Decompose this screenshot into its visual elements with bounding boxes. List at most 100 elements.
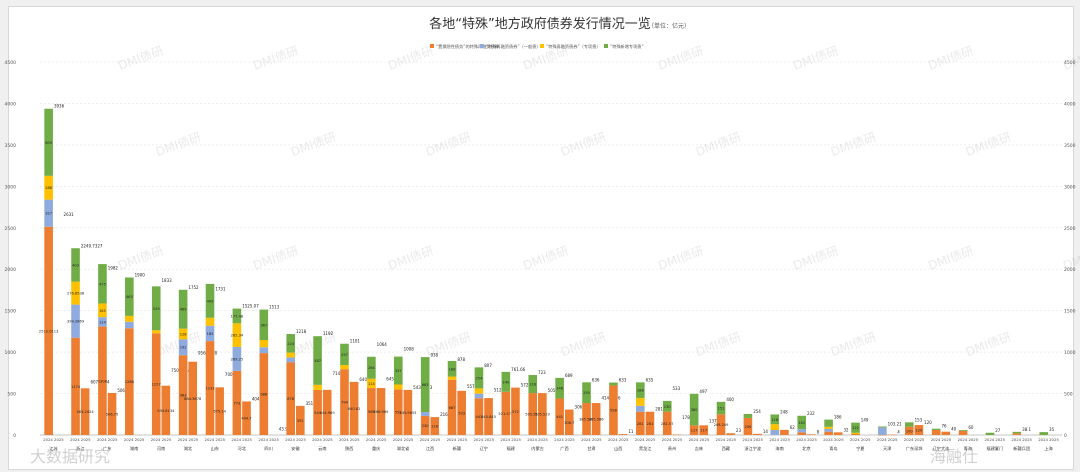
bar-2024-segment [367, 378, 376, 389]
bar-2025-segment [564, 409, 574, 435]
total-label-2024: 103.21 [888, 421, 902, 426]
x-sub-label: 2024 2025 [178, 437, 199, 442]
legend-swatch [604, 44, 608, 48]
segment-label: 988 [260, 393, 268, 397]
total-label-2025: 4 [897, 430, 900, 435]
x-sub-label: 2024 2025 [231, 437, 252, 442]
bar-2024-segment [420, 415, 430, 435]
bar-2024-segment [259, 347, 269, 354]
x-category-label: 安徽 [291, 445, 300, 452]
segment-label: 185 [207, 332, 214, 336]
x-sub-label: 2024 2025 [716, 437, 737, 442]
watermark-text: DMI债研 [656, 244, 705, 273]
x-sub-label: 2024 2025 [796, 437, 817, 442]
y-tick-left: 1500 [5, 309, 17, 315]
total-label-2024: 807 [484, 363, 492, 368]
bar-2025-segment [807, 434, 816, 435]
total-label-2025: 281 [655, 407, 663, 412]
segment-label: 128 [180, 332, 188, 336]
x-category-label: 新疆 [453, 445, 461, 452]
x-sub-label: 2024 2025 [70, 437, 91, 442]
segment-label: 505.519 [525, 413, 541, 417]
segment-label: 667 [449, 406, 456, 410]
bar-2024-segment [636, 405, 645, 412]
bar-2024-segment [286, 357, 295, 363]
watermark-text: DMI债研 [251, 44, 300, 73]
segment-label: 281.57 [661, 422, 674, 426]
y-tick-right: 4500 [1064, 60, 1076, 66]
segment-label: 240 [502, 380, 510, 384]
segment-label: 100 [906, 429, 914, 433]
watermark-text: DMI债研 [829, 330, 878, 359]
bar-2024-segment [636, 397, 645, 406]
total-label-2024: 254 [753, 409, 761, 414]
bar-2024-segment [474, 388, 484, 394]
bar-2024-segment [393, 356, 403, 385]
y-tick-left: 4500 [5, 60, 17, 66]
segment-label: 409 [207, 299, 215, 303]
bar-2024-segment [125, 321, 134, 329]
bar-2024-segment [689, 425, 699, 435]
total-label-2024: 1982 [108, 266, 119, 271]
bar-2024-segment [125, 315, 134, 322]
total-label-2025: 506.75 [117, 388, 131, 393]
x-category-label: 湖南 [130, 445, 138, 452]
y-tick-right: 3000 [1064, 184, 1076, 190]
watermark-text: DMI债研 [1061, 44, 1080, 73]
bar-2025-segment [484, 398, 493, 435]
x-sub-label: 2024 2025 [877, 437, 898, 442]
bar-2025-segment [699, 425, 709, 435]
segment-label: 281 [647, 422, 654, 426]
total-label-2024: 2249.7327 [81, 244, 103, 249]
watermark-text: DMI债研 [791, 244, 840, 273]
x-category-label: 云南 [318, 445, 326, 452]
total-label-2024: 723 [538, 370, 546, 375]
total-label-2024: 400 [726, 397, 734, 402]
bar-2025-segment [511, 387, 520, 435]
bar-2024-segment [1039, 432, 1049, 435]
watermark-text: DMI债研 [386, 244, 435, 273]
bar-2024-segment [259, 353, 269, 435]
segment-label: 544 [314, 411, 322, 415]
bar-2024-segment [286, 334, 295, 353]
bar-2024-segment [636, 411, 645, 435]
bar-2025-segment [833, 432, 843, 435]
bar-2024-segment [313, 389, 322, 435]
legend-swatch [540, 44, 544, 48]
watermark-text: DMI债研 [964, 330, 1013, 359]
x-category-label: 北京 [802, 445, 810, 452]
watermark-text: DMI债研 [521, 244, 570, 273]
total-label-2024: 1008 [404, 346, 415, 351]
segment-label: 249.249 [714, 423, 730, 427]
y-tick-left: 3500 [5, 143, 17, 149]
x-sub-label: 2024 2025 [447, 437, 468, 442]
segment-label: 264 [368, 366, 376, 370]
total-label-2024: 1218 [296, 329, 307, 334]
segment-label: 878 [287, 397, 295, 401]
x-sub-label: 2024 2025 [151, 437, 172, 442]
x-sub-label: 2024 2025 [742, 437, 763, 442]
watermark-text: DMI债研 [926, 44, 975, 73]
legend-label: “置换隐性债务”的特殊再融资债券 [436, 43, 500, 50]
x-category-label: 四川 [264, 446, 272, 451]
x-category-label: 宁夏 [856, 445, 865, 451]
bar-2024-segment [931, 428, 941, 431]
legend-swatch [430, 44, 434, 48]
bar-2024-segment [44, 175, 53, 200]
bar-2024-segment [555, 398, 564, 435]
x-sub-label: 2024 2025 [823, 437, 844, 442]
bar-2024-segment [151, 330, 161, 334]
bar-2024-segment [98, 326, 107, 435]
segment-label: 165 [99, 309, 106, 313]
x-category-label: 山西 [614, 445, 622, 452]
total-label-2025: 645 [386, 377, 394, 382]
x-category-label: 内蒙古 [531, 445, 544, 452]
segment-label: 587 [314, 359, 321, 363]
bar-2025-segment [726, 433, 735, 435]
segment-label: 151 [718, 407, 725, 411]
total-label-2024: 35 [1049, 427, 1055, 432]
total-label-2024: 232 [807, 411, 815, 416]
x-sub-label: 2024 2025 [124, 437, 145, 442]
segment-label: 963 [180, 394, 187, 398]
